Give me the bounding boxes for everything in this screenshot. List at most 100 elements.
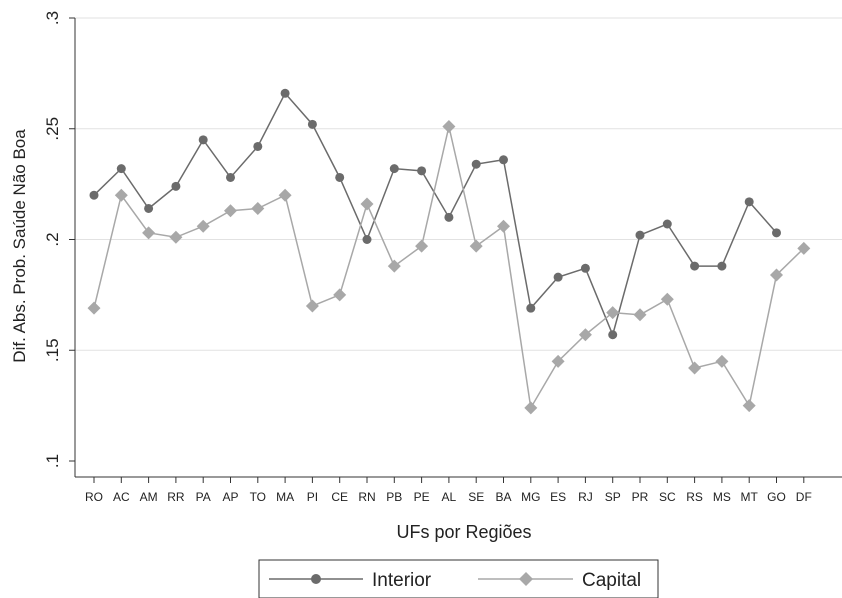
y-axis-title: Dif. Abs. Prob. Saúde Não Boa bbox=[10, 129, 29, 363]
x-axis-title: UFs por Regiões bbox=[396, 522, 531, 542]
data-point-capital bbox=[360, 197, 374, 211]
x-tick-label: SP bbox=[605, 490, 621, 504]
x-tick-label: MG bbox=[521, 490, 540, 504]
data-point-interior bbox=[116, 164, 126, 174]
x-tick-label: PE bbox=[414, 490, 430, 504]
y-tick-label: .15 bbox=[43, 338, 62, 362]
x-tick-label: CE bbox=[331, 490, 348, 504]
data-point-interior bbox=[171, 181, 181, 191]
data-point-capital bbox=[797, 241, 811, 255]
x-tick-label: RS bbox=[686, 490, 703, 504]
y-tick-label: .3 bbox=[43, 11, 62, 25]
data-point-interior bbox=[772, 228, 781, 238]
y-tick-label: .2 bbox=[43, 232, 62, 246]
data-point-capital bbox=[770, 268, 783, 282]
x-tick-label: MS bbox=[713, 490, 731, 504]
data-point-capital bbox=[142, 226, 156, 240]
x-tick-label: PB bbox=[386, 490, 402, 504]
data-point-interior bbox=[253, 141, 263, 151]
legend-capital-marker bbox=[519, 572, 533, 586]
x-tick-label: DF bbox=[796, 490, 812, 504]
x-tick-label: AC bbox=[113, 490, 130, 504]
data-point-interior bbox=[198, 135, 208, 145]
data-point-interior bbox=[417, 166, 427, 176]
data-point-interior bbox=[635, 230, 645, 240]
y-tick-label: .25 bbox=[43, 117, 62, 141]
x-tick-label: RO bbox=[85, 490, 103, 504]
gridlines bbox=[75, 17, 842, 351]
data-point-interior bbox=[690, 261, 700, 271]
x-tick-label: RN bbox=[358, 490, 375, 504]
legend-interior-marker bbox=[311, 574, 321, 584]
x-tick-label: MT bbox=[741, 490, 759, 504]
series-capital bbox=[87, 120, 811, 415]
x-tick-label: BA bbox=[495, 490, 511, 504]
data-point-capital bbox=[87, 301, 101, 315]
data-point-interior bbox=[744, 197, 754, 207]
data-point-interior bbox=[307, 119, 317, 129]
data-point-capital bbox=[114, 188, 128, 202]
data-point-interior bbox=[717, 261, 727, 271]
data-point-capital bbox=[578, 328, 592, 342]
x-tick-label: GO bbox=[767, 490, 786, 504]
data-point-capital bbox=[305, 299, 319, 313]
data-point-interior bbox=[389, 164, 399, 174]
y-axis-ticks: .1 .15 .2 .25 .3 bbox=[43, 11, 75, 468]
series-layer bbox=[87, 88, 811, 415]
data-point-interior bbox=[444, 212, 454, 222]
x-tick-label: AL bbox=[442, 490, 457, 504]
data-point-interior bbox=[471, 159, 481, 169]
data-point-capital bbox=[251, 201, 265, 215]
x-tick-label: SE bbox=[468, 490, 484, 504]
x-tick-label: ES bbox=[550, 490, 566, 504]
data-point-interior bbox=[280, 88, 290, 98]
x-tick-label: PI bbox=[307, 490, 318, 504]
data-point-interior bbox=[144, 203, 154, 213]
data-point-interior bbox=[553, 272, 563, 282]
data-point-interior bbox=[499, 155, 508, 165]
data-point-capital bbox=[224, 204, 237, 218]
data-point-interior bbox=[335, 172, 345, 182]
data-point-capital bbox=[688, 361, 702, 375]
data-point-interior bbox=[662, 219, 672, 229]
legend-interior-label: Interior bbox=[372, 570, 432, 591]
data-point-interior bbox=[526, 303, 536, 313]
data-point-interior bbox=[226, 172, 235, 182]
data-point-capital bbox=[387, 259, 401, 273]
data-point-capital bbox=[333, 288, 347, 302]
x-axis-ticks: RO AC AM RR PA AP TO MA PI CE RN PB PE AL SE BA MG ES RJ SP… bbox=[85, 477, 812, 504]
x-tick-label: PR bbox=[632, 490, 649, 504]
data-point-capital bbox=[551, 354, 565, 368]
x-tick-label: PA bbox=[196, 490, 211, 504]
data-point-capital bbox=[497, 219, 510, 233]
x-tick-label: RJ bbox=[578, 490, 593, 504]
data-point-capital bbox=[442, 120, 456, 134]
data-point-interior bbox=[362, 235, 372, 244]
data-point-capital bbox=[469, 239, 483, 253]
x-tick-label: AP bbox=[222, 490, 238, 504]
series-line-interior bbox=[93, 91, 778, 338]
data-point-interior bbox=[89, 190, 99, 200]
data-point-capital bbox=[715, 354, 729, 368]
data-point-capital bbox=[415, 239, 429, 253]
data-point-capital bbox=[278, 188, 292, 202]
x-tick-label: AM bbox=[140, 490, 158, 504]
data-point-capital bbox=[196, 219, 210, 233]
data-point-interior bbox=[580, 263, 590, 273]
data-point-capital bbox=[606, 306, 620, 320]
data-point-capital bbox=[524, 401, 538, 415]
x-tick-label: SC bbox=[659, 490, 676, 504]
data-point-capital bbox=[742, 399, 756, 413]
y-tick-label: .1 bbox=[43, 454, 62, 468]
legend-capital-label: Capital bbox=[582, 570, 641, 591]
x-tick-label: RR bbox=[167, 490, 185, 504]
data-point-capital bbox=[169, 230, 183, 244]
series-interior bbox=[89, 88, 781, 340]
data-point-interior bbox=[608, 330, 618, 340]
legend: Interior Capital bbox=[258, 559, 659, 598]
x-tick-label: TO bbox=[250, 490, 266, 504]
x-tick-label: MA bbox=[276, 490, 294, 504]
data-point-capital bbox=[633, 308, 647, 322]
